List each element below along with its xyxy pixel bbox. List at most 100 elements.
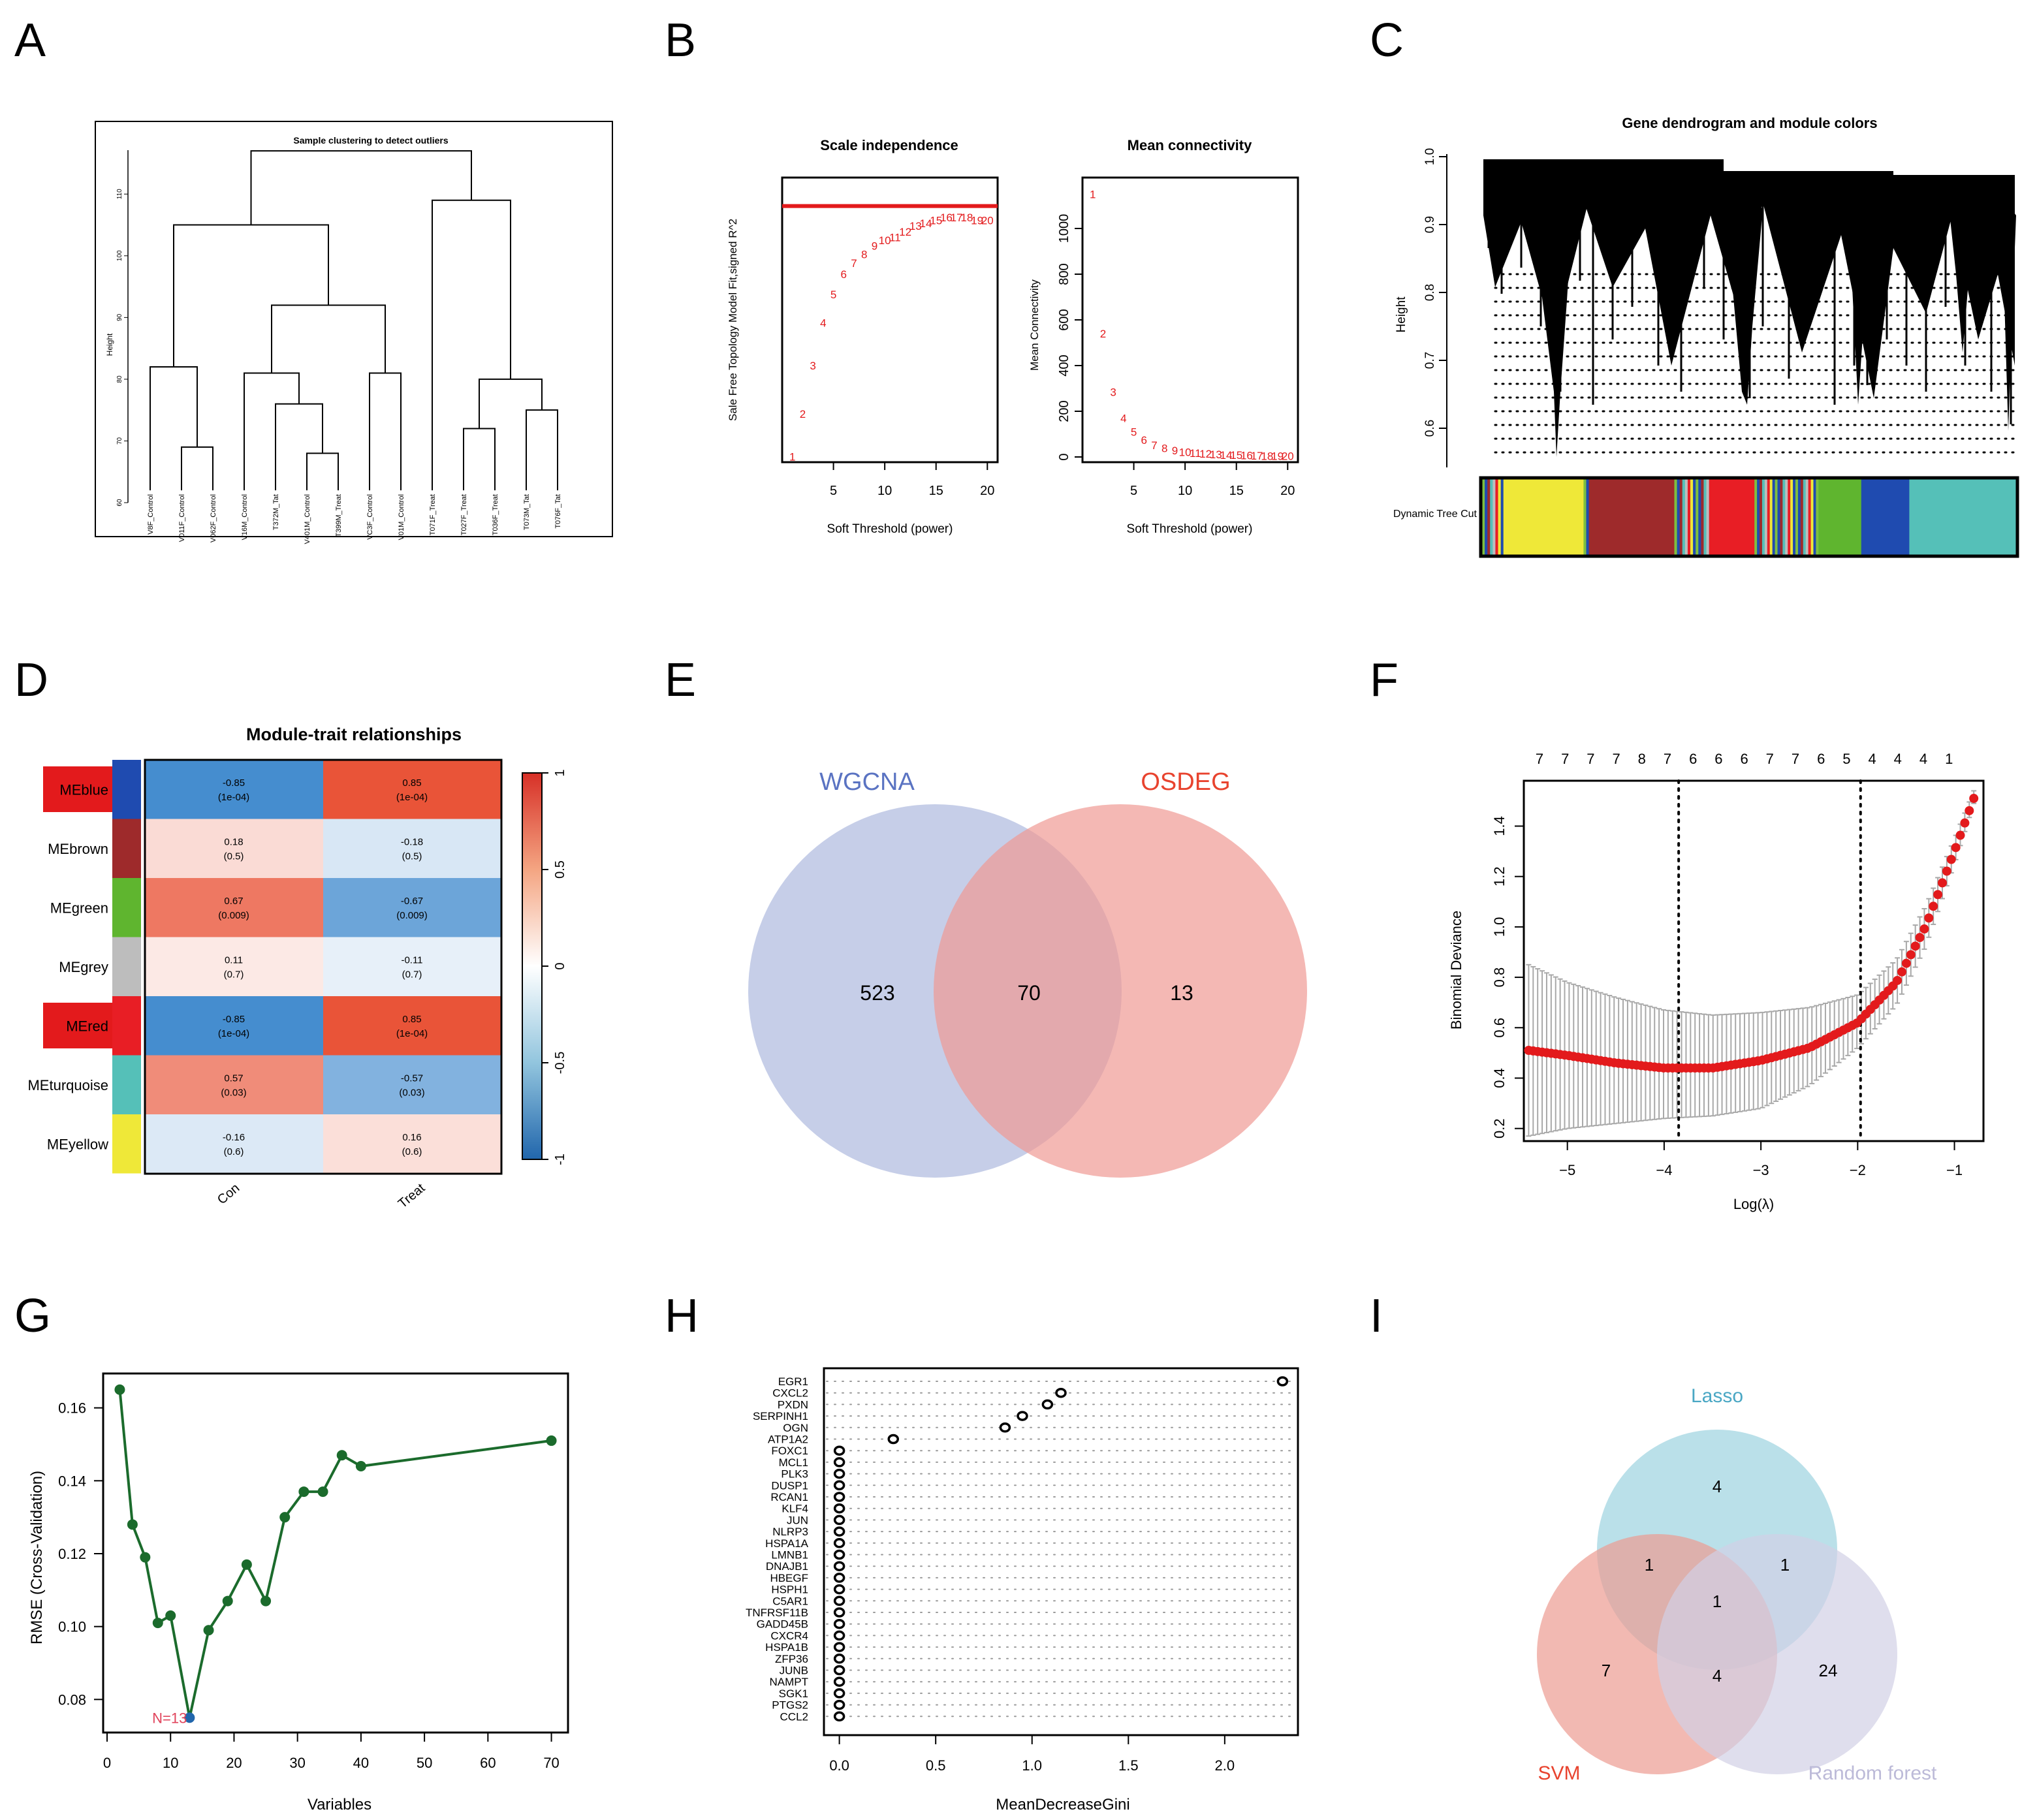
dendrogram-branch	[1946, 176, 1978, 353]
dendrogram-branch	[306, 452, 339, 491]
rmse-point	[336, 1450, 347, 1461]
cell-pvalue: (0.5)	[402, 851, 422, 862]
module-stripe	[1693, 479, 1696, 555]
module-stripe	[1500, 479, 1504, 555]
panel-h: MeanDecreaseGini 0.0 0.5 1.0 1.5 2.0 EGR1CXC…	[746, 1367, 1299, 1813]
gene-label: SERPINH1	[753, 1410, 808, 1422]
power-point: 12	[1199, 448, 1212, 460]
panel-b1-ylabel: Sale Free Topology Model Fit,signed R^2	[727, 219, 739, 421]
gini-point	[833, 1503, 845, 1514]
power-point: 18	[1261, 450, 1273, 462]
gene-label: NAMPT	[770, 1676, 809, 1688]
x-tick-label: 10	[877, 484, 892, 498]
power-point: 17	[951, 212, 963, 224]
dendrogram-branch	[271, 304, 386, 373]
dendrogram-branch	[1998, 189, 2016, 431]
x-tick-label: −1	[1946, 1162, 1963, 1178]
cell-pvalue: (0.7)	[402, 969, 422, 981]
rmse-point	[127, 1519, 138, 1530]
power-point: 11	[889, 232, 901, 244]
cell-correlation: 0.57	[224, 1073, 243, 1084]
gene-label: HSPH1	[771, 1584, 808, 1596]
module-stripe	[1674, 479, 1678, 555]
cell-correlation: 0.67	[224, 896, 243, 907]
gini-point	[833, 1514, 845, 1526]
gene-label: HBEGF	[770, 1572, 808, 1584]
panel-f-deviance-points	[1524, 794, 1979, 1073]
gini-point	[833, 1526, 845, 1537]
x-tick-label: 1.0	[1022, 1757, 1042, 1774]
legend-tick-label: 0.5	[553, 860, 567, 879]
module-stripe	[1703, 479, 1707, 555]
power-point: 3	[1110, 386, 1116, 398]
heatmap-cell	[145, 760, 323, 819]
module-block-green	[1818, 479, 1862, 555]
module-block-red	[1711, 479, 1755, 555]
rmse-point	[114, 1384, 125, 1395]
leaf-label: VC3F_Control	[366, 494, 374, 540]
module-stripe	[1816, 479, 1819, 555]
deviance-point	[1910, 941, 1920, 951]
top-count-label: 6	[1817, 751, 1825, 767]
top-count-label: 1	[1945, 751, 1953, 767]
panel-a-yticks: 60 70 80 90 100 110	[116, 189, 128, 507]
module-stripe	[1767, 479, 1771, 555]
gene-label: CXCL2	[772, 1387, 808, 1400]
deviance-point	[1942, 866, 1951, 876]
module-color-swatch	[112, 878, 141, 937]
power-point: 16	[940, 212, 953, 224]
panel-b2-ylabel: Mean Connectivity	[1028, 279, 1041, 371]
module-stripe	[1679, 479, 1683, 555]
rmse-point	[317, 1486, 328, 1498]
top-count-label: 8	[1638, 751, 1646, 767]
dendrogram-branch	[369, 372, 402, 491]
panel-f-frame	[1523, 779, 1985, 1142]
venn-i-label-lasso: Lasso	[1691, 1385, 1743, 1407]
heatmap-cell	[145, 1055, 323, 1114]
module-stripe	[1492, 479, 1496, 555]
power-point: 4	[1120, 413, 1126, 425]
x-tick-label: −2	[1850, 1162, 1866, 1178]
module-stripe	[1777, 479, 1780, 555]
y-tick-label: 60	[116, 499, 123, 507]
module-stripe	[1698, 479, 1701, 555]
panel-a-title: Sample clustering to detect outliers	[293, 135, 448, 146]
top-count-label: 6	[1740, 751, 1748, 767]
module-stripe	[1709, 479, 1713, 555]
gene-label: PTGS2	[772, 1699, 808, 1712]
panel-label-b: B	[665, 14, 696, 67]
cell-pvalue: (1e-04)	[396, 1028, 428, 1039]
panel-g: RMSE (Cross-Validation) Variables 0 10 20 3…	[28, 1372, 569, 1813]
panel-g-ticks: 0 10 20 30 40 50 60 70 0.08 0.10 0.12 0.14 0.16	[58, 1400, 560, 1771]
deviance-point	[1969, 794, 1979, 804]
panel-c-gene-dendrogram	[1483, 159, 2016, 457]
module-stripe	[1780, 479, 1783, 555]
power-point: 20	[981, 214, 994, 227]
power-point: 6	[841, 268, 847, 281]
module-stripe	[1772, 479, 1776, 555]
module-stripe	[1485, 479, 1488, 555]
gini-point	[833, 1538, 845, 1548]
module-stripe	[1813, 479, 1816, 555]
module-stripe	[1782, 479, 1786, 555]
module-stripe	[1761, 479, 1765, 555]
power-point: 13	[1210, 448, 1222, 461]
cell-pvalue: (0.7)	[224, 969, 244, 981]
dendrogram-mass	[1483, 159, 2015, 398]
power-point: 7	[851, 257, 857, 270]
deviance-point	[1901, 958, 1911, 968]
legend-tick-label: -1	[553, 1153, 567, 1165]
y-tick-label: 1000	[1057, 214, 1071, 243]
power-point: 10	[1179, 446, 1192, 458]
dendrogram-branch	[1528, 180, 1573, 457]
cell-correlation: 0.11	[225, 955, 243, 966]
panel-a-dendrogram	[150, 150, 558, 491]
power-point: 10	[879, 234, 891, 247]
leaf-label: T073M_Tat	[523, 494, 531, 530]
gene-label: KLF4	[782, 1503, 808, 1515]
panel-f-lambda-lines	[1677, 779, 1862, 1142]
venn-e-count-osdeg-only: 13	[1170, 981, 1193, 1005]
leaf-label: V01M_Control	[398, 494, 405, 540]
dendrogram-branch	[250, 150, 472, 225]
